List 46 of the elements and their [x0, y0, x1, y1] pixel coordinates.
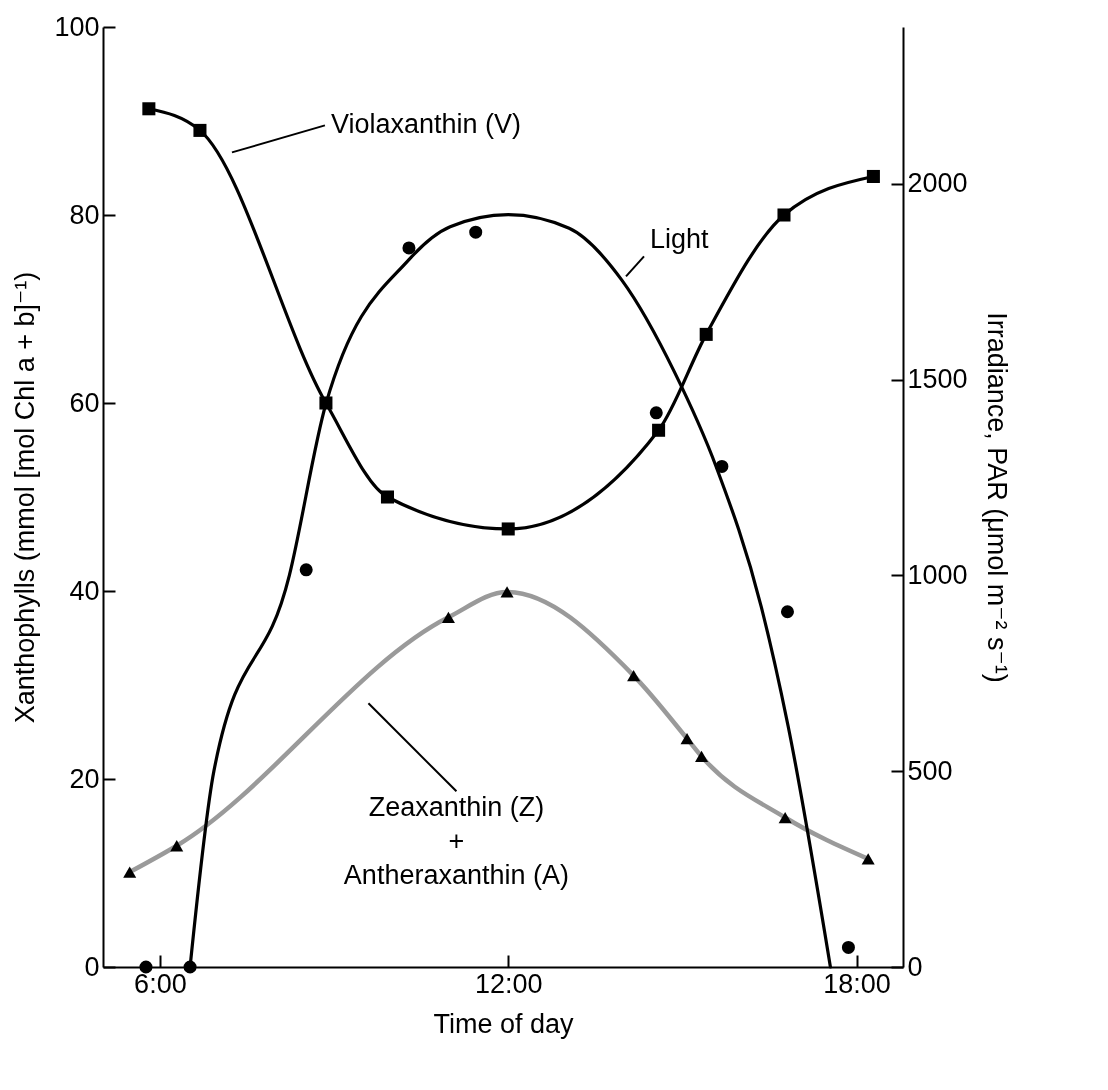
point [500, 586, 514, 598]
legend-label: Violaxanthin (V) [330, 109, 522, 140]
point [699, 327, 713, 341]
point [695, 750, 709, 763]
point [649, 406, 663, 420]
point [380, 490, 394, 504]
point [866, 169, 880, 183]
y2-tick-label: 2000 [907, 168, 968, 199]
point [680, 732, 694, 745]
point [778, 811, 792, 824]
x-axis-title: Time of day [433, 1008, 575, 1039]
y-axis-title: Xanthophylls (mmol [mol Chl a + b]⁻¹) [10, 271, 41, 724]
y-tick-label: 80 [69, 199, 100, 230]
point [441, 611, 455, 623]
y-tick-label: 40 [69, 575, 100, 606]
point [652, 423, 666, 437]
point [170, 840, 184, 852]
y2-tick-label: 500 [907, 755, 953, 786]
y2-tick-label: 0 [907, 951, 923, 982]
point [402, 241, 416, 255]
x-tick-label: 6:00 [134, 968, 187, 999]
x-tick-label: 18:00 [823, 968, 891, 999]
point [469, 225, 483, 239]
point [777, 208, 791, 222]
point [780, 605, 794, 619]
point [627, 669, 641, 682]
y-tick-label: 20 [69, 763, 100, 794]
point [715, 459, 729, 473]
point [139, 960, 153, 974]
y-tick-label: 60 [69, 387, 100, 418]
y2-tick-label: 1000 [907, 559, 968, 590]
y-tick-label: 0 [84, 951, 100, 982]
y-tick-label: 100 [54, 11, 100, 42]
point [861, 853, 875, 865]
point [193, 123, 207, 137]
point [299, 563, 313, 577]
point [501, 522, 515, 536]
point [183, 960, 197, 974]
series-label: Light [650, 224, 710, 255]
point [123, 866, 137, 878]
text: Zeaxanthin (Z) + Antheraxanthin (A) [343, 792, 569, 891]
x-tick-label: 12:00 [474, 968, 543, 999]
y2-tick-label: 1500 [907, 364, 968, 394]
point [841, 940, 855, 954]
y2-axis-title: Irradiance, PAR (μmol m⁻² s⁻¹) [981, 312, 1012, 683]
point [142, 102, 156, 116]
